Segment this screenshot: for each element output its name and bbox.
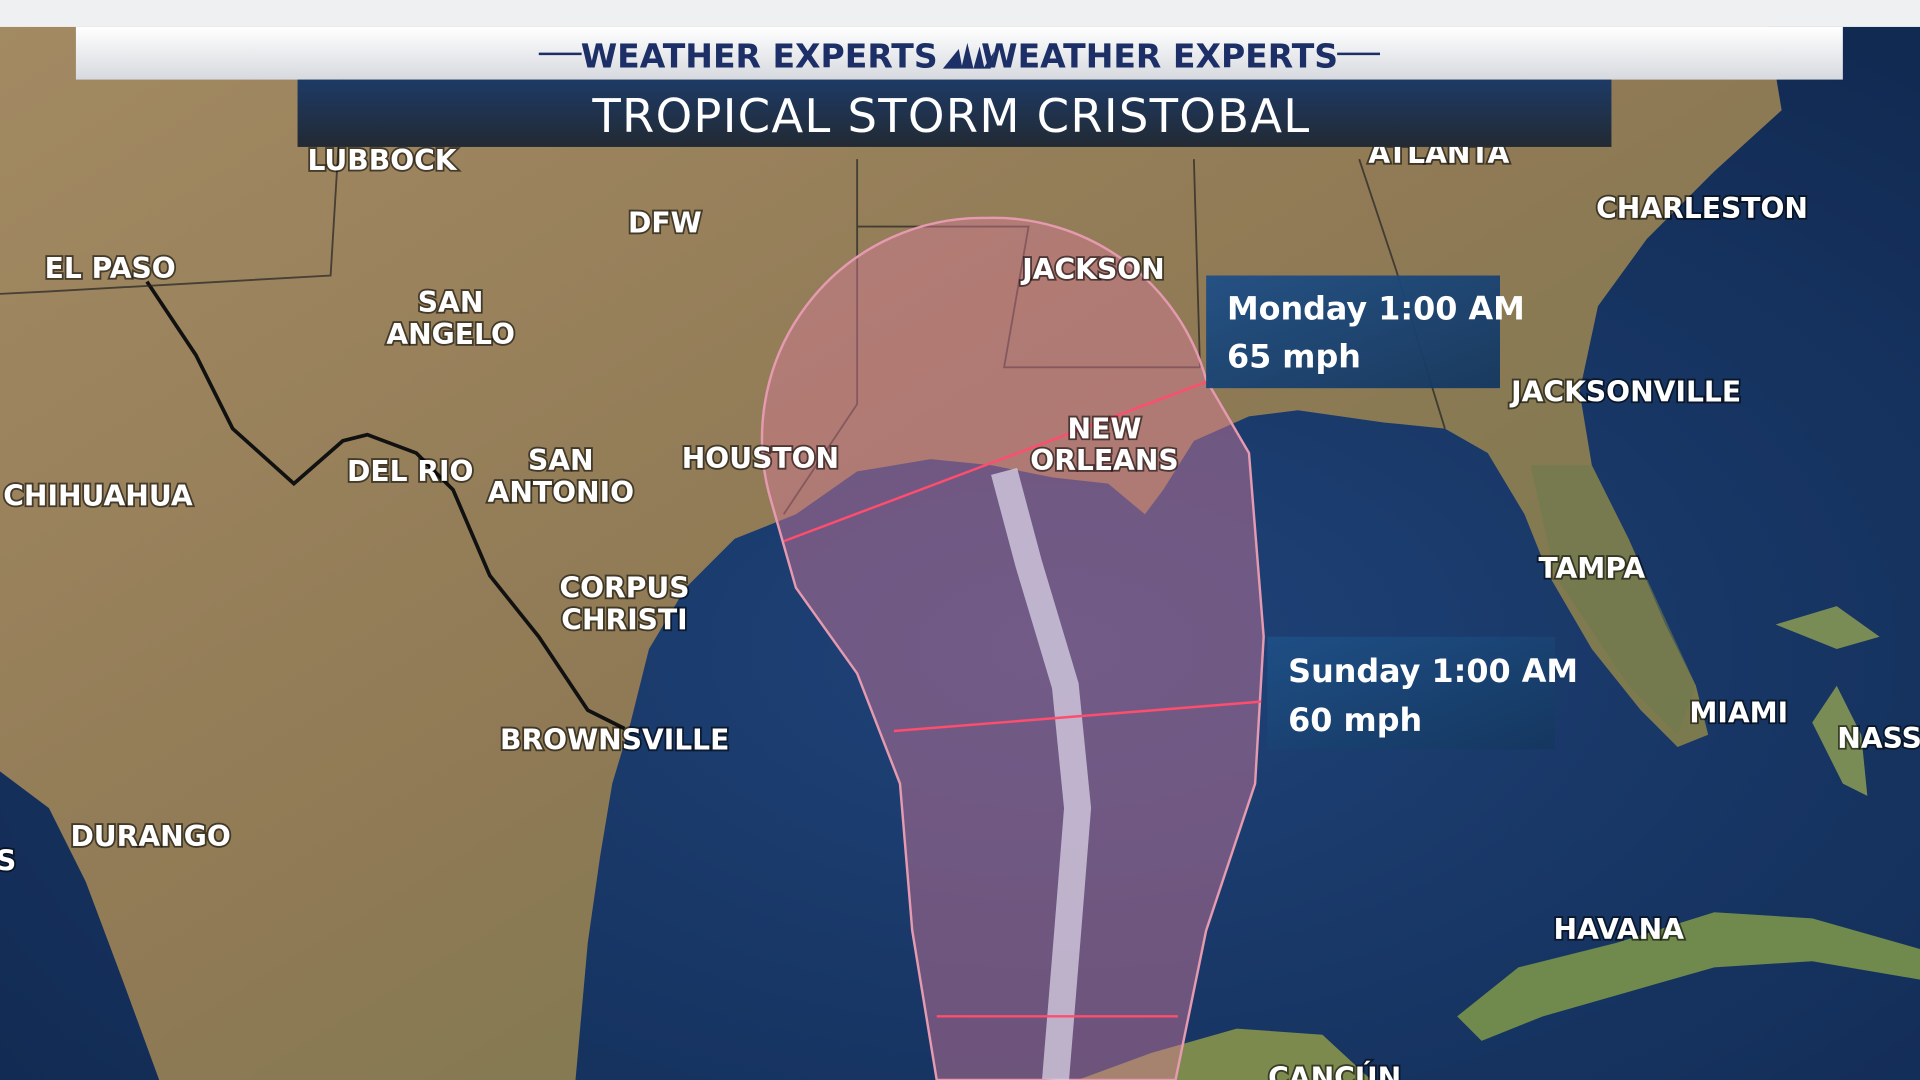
city-label: CHRISTI xyxy=(561,603,687,636)
city-label: EL PASO xyxy=(45,252,176,285)
forecast-wind: 60 mph xyxy=(1288,701,1422,739)
land-florida-shade xyxy=(1530,465,1696,735)
city-label: S xyxy=(0,845,16,878)
city-label: CHARLESTON xyxy=(1596,192,1808,225)
city-label: JACKSONVILLE xyxy=(1509,376,1741,409)
city-label: ANTONIO xyxy=(488,476,634,509)
city-label: TAMPA xyxy=(1539,552,1646,585)
top-strip xyxy=(0,0,1920,27)
land-bahamas xyxy=(1775,606,1880,796)
state-borders xyxy=(0,73,1446,515)
forecast-time: Monday 1:00 AM xyxy=(1227,290,1525,328)
land-cuba xyxy=(1457,912,1920,1041)
border-rio-grande xyxy=(145,280,626,731)
time-line xyxy=(893,700,1262,733)
city-label: SAN xyxy=(528,444,594,477)
city-label: ANGELO xyxy=(386,318,515,351)
city-label: DFW xyxy=(628,207,702,240)
city-label: JACKSON xyxy=(1020,253,1165,286)
forecast-box: Sunday 1:00 AM 60 mph xyxy=(1267,636,1578,750)
title: TROPICAL STORM CRISTOBAL xyxy=(591,89,1310,143)
forecast-wind: 65 mph xyxy=(1227,337,1361,375)
header-brand: WEATHER EXPERTS xyxy=(581,36,938,75)
forecast-cone xyxy=(760,216,1265,1080)
city-label: CHIHUAHUA xyxy=(3,480,193,513)
peacock-logo xyxy=(942,42,995,69)
city-label: HOUSTON xyxy=(682,442,839,475)
city-label: CANCÚN xyxy=(1268,1060,1401,1080)
forecast-time: Sunday 1:00 AM xyxy=(1288,652,1578,690)
city-label: NEW xyxy=(1068,412,1142,445)
city-label: CORPUS xyxy=(559,572,689,605)
city-label: DURANGO xyxy=(70,820,230,853)
city-label: BROWNSVILLE xyxy=(500,723,729,756)
city-label: ORLEANS xyxy=(1030,444,1178,477)
title-bar xyxy=(297,79,1612,147)
storm-track xyxy=(991,467,1092,1080)
city-label: HAVANA xyxy=(1554,913,1685,946)
city-label: SAN xyxy=(418,286,484,319)
city-label: MIAMI xyxy=(1689,696,1788,729)
city-label: DEL RIO xyxy=(347,455,473,488)
header-brand: WEATHER EXPERTS xyxy=(981,36,1338,75)
forecast-box: Monday 1:00 AM 65 mph xyxy=(1206,275,1525,389)
land-mainland xyxy=(0,0,1782,1080)
city-label: NASS xyxy=(1837,722,1920,755)
city-label: LUBBOCK xyxy=(307,144,457,177)
land-yucatan xyxy=(1077,1028,1372,1080)
time-line xyxy=(783,380,1207,543)
